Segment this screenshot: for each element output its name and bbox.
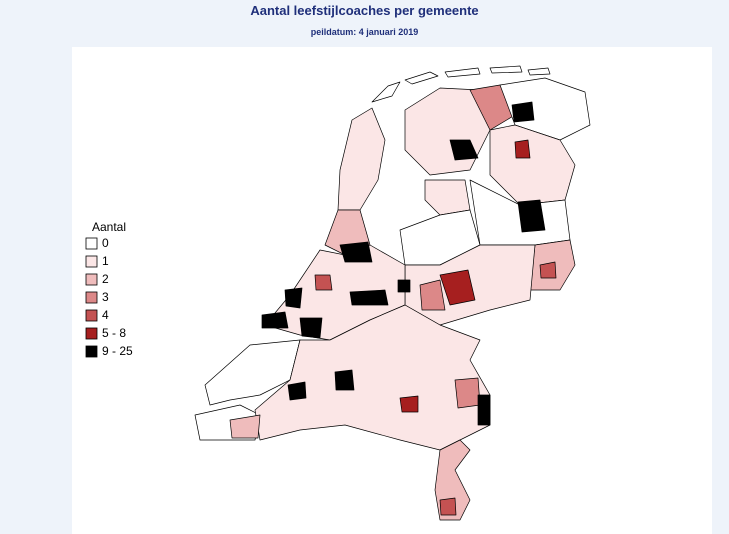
legend-swatch xyxy=(85,273,98,286)
legend-swatch xyxy=(85,255,98,268)
region xyxy=(477,394,491,426)
region xyxy=(439,269,476,306)
legend-swatch xyxy=(85,327,98,340)
region xyxy=(449,139,479,161)
region xyxy=(371,81,401,103)
legend-label: 2 xyxy=(102,272,109,286)
region xyxy=(261,311,289,329)
legend-swatch xyxy=(85,291,98,304)
legend-swatch xyxy=(85,237,98,250)
region xyxy=(444,67,481,78)
land xyxy=(194,65,591,521)
legend-label: 1 xyxy=(102,254,109,268)
region xyxy=(334,369,355,391)
region xyxy=(404,71,439,85)
region xyxy=(299,317,323,339)
region xyxy=(454,377,481,409)
region xyxy=(314,274,333,291)
legend-label: 9 - 25 xyxy=(102,344,133,358)
region xyxy=(287,381,307,401)
region xyxy=(511,101,535,123)
region xyxy=(489,65,523,74)
region xyxy=(527,67,551,76)
region xyxy=(397,279,411,293)
region xyxy=(489,124,576,206)
legend-title: Aantal xyxy=(92,220,126,234)
region xyxy=(284,287,303,309)
legend-swatch xyxy=(85,309,98,322)
region xyxy=(399,395,419,413)
region xyxy=(254,304,491,451)
region xyxy=(517,199,546,233)
legend-swatch xyxy=(85,345,98,358)
region xyxy=(204,339,301,406)
region xyxy=(419,279,446,311)
region xyxy=(349,289,389,306)
legend: 0 1 2 3 4 5 - 8 9 - 25 xyxy=(85,236,133,358)
legend-label: 3 xyxy=(102,290,109,304)
region xyxy=(229,414,261,439)
region xyxy=(539,261,557,279)
legend-label: 0 xyxy=(102,236,109,250)
map-title: Aantal leefstijlcoaches per gemeente xyxy=(250,3,479,18)
legend-label: 4 xyxy=(102,308,109,322)
region xyxy=(439,497,457,516)
region xyxy=(339,241,373,263)
region xyxy=(514,139,531,159)
legend-label: 5 - 8 xyxy=(102,326,126,340)
map-subtitle: peildatum: 4 januari 2019 xyxy=(310,27,419,37)
